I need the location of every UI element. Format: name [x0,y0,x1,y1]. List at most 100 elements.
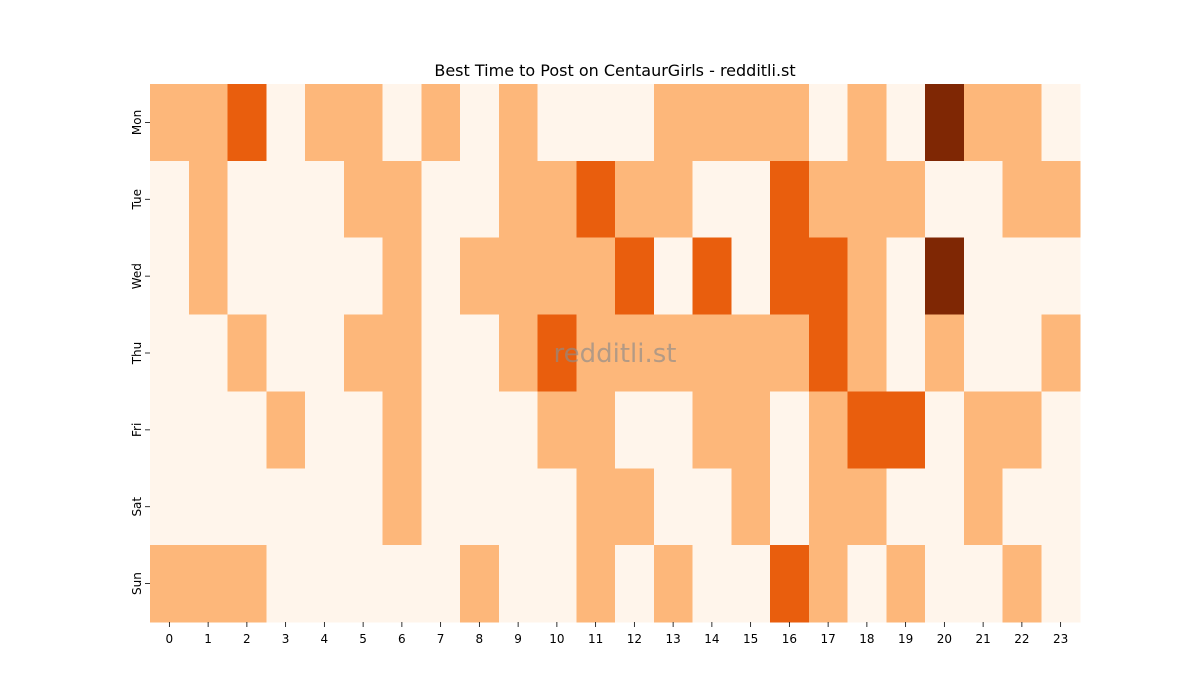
x-tick-label: 8 [476,632,484,646]
heatmap-cell-tue-9 [498,160,539,239]
heatmap-cell-sat-18 [847,468,887,546]
heatmap-cell-sat-9 [498,468,539,546]
x-tick-label: 3 [282,632,290,646]
heatmap-cell-thu-8 [460,314,500,393]
heatmap-cell-tue-8 [460,160,500,239]
heatmap-cell-wed-1 [188,237,229,316]
heatmap-cell-wed-4 [305,237,345,316]
heatmap-cell-sat-11 [576,468,616,546]
heatmap-cell-sat-8 [460,468,500,546]
x-tick-label: 12 [627,632,642,646]
heatmap-cell-mon-11 [576,84,616,162]
x-tick-label: 0 [166,632,174,646]
y-axis: Mon Tue Wed Thu Fri Sat Sun [130,110,150,595]
heatmap-cell-mon-21 [963,84,1004,162]
heatmap-cell-fri-19 [886,391,926,469]
heatmap-cell-tue-6 [382,160,422,239]
heatmap-cell-mon-1 [188,84,229,162]
heatmap-cell-sat-1 [188,468,229,546]
heatmap-cell-fri-9 [498,391,539,469]
heatmap-cell-sun-7 [421,545,461,623]
heatmap-cell-fri-7 [421,391,461,469]
heatmap-cell-thu-9 [498,314,539,393]
heatmap-cell-fri-2 [227,391,267,469]
y-tick-label: Sat [130,497,144,517]
heatmap-cell-mon-22 [1002,84,1042,162]
heatmap-cell-sun-4 [305,545,345,623]
heatmap-cell-sun-3 [266,545,306,623]
heatmap-cell-wed-11 [576,237,616,316]
heatmap-cell-sun-11 [576,545,616,623]
heatmap-cell-tue-21 [963,160,1004,239]
x-tick-label: 5 [359,632,367,646]
heatmap-cell-wed-0 [150,237,190,316]
heatmap-cell-fri-6 [382,391,422,469]
heatmap-cell-tue-10 [537,160,577,239]
heatmap-cell-sat-23 [1041,468,1081,546]
heatmap-cell-thu-15 [731,314,771,393]
x-tick-label: 11 [588,632,603,646]
heatmap-cell-mon-6 [382,84,422,162]
heatmap-cell-mon-3 [266,84,306,162]
heatmap-cell-thu-2 [227,314,267,393]
heatmap-cell-mon-5 [343,84,384,162]
heatmap-cell-sun-19 [886,545,926,623]
heatmap-cell-sat-14 [692,468,732,546]
heatmap-cell-wed-15 [731,237,771,316]
heatmap-cell-mon-16 [770,84,810,162]
watermark-text: redditli.st [554,339,677,369]
heatmap-cell-sat-0 [150,468,190,546]
heatmap-cell-mon-17 [808,84,849,162]
heatmap-cell-thu-10 [537,314,577,393]
heatmap-cell-sat-4 [305,468,345,546]
heatmap-cell-thu-17 [808,314,849,393]
heatmap-cell-tue-12 [615,160,655,239]
heatmap-cell-thu-1 [188,314,229,393]
heatmap-cell-sun-10 [537,545,577,623]
y-tick-label: Fri [130,423,144,437]
heatmap-cell-thu-0 [150,314,190,393]
heatmap-cell-sat-13 [653,468,694,546]
heatmap-cell-sat-17 [808,468,849,546]
heatmap-cell-tue-7 [421,160,461,239]
heatmap-cell-wed-21 [963,237,1004,316]
y-tick-label: Mon [130,110,144,135]
heatmap-cell-fri-23 [1041,391,1081,469]
heatmap-cell-tue-4 [305,160,345,239]
heatmap-cell-thu-16 [770,314,810,393]
y-tick-label: Wed [130,263,144,289]
heatmap-cell-sat-20 [925,468,965,546]
heatmap-cell-sun-14 [692,545,732,623]
heatmap-cell-sun-22 [1002,545,1042,623]
chart-title: Best Time to Post on CentaurGirls - redd… [434,61,795,80]
y-tick-label: Thu [130,342,144,366]
heatmap-cells [150,84,1081,623]
heatmap-cell-thu-18 [847,314,887,393]
heatmap-cell-thu-7 [421,314,461,393]
heatmap-cell-sun-21 [963,545,1004,623]
heatmap-cell-wed-17 [808,237,849,316]
heatmap-cell-tue-23 [1041,160,1081,239]
heatmap-cell-wed-13 [653,237,694,316]
heatmap-cell-fri-10 [537,391,577,469]
x-tick-label: 10 [549,632,564,646]
heatmap-cell-thu-13 [653,314,694,393]
heatmap-cell-sun-2 [227,545,267,623]
x-tick-label: 6 [398,632,406,646]
x-tick-label: 18 [859,632,874,646]
heatmap-cell-thu-21 [963,314,1004,393]
heatmap-cell-sat-19 [886,468,926,546]
heatmap-cell-mon-13 [653,84,694,162]
heatmap-cell-sun-17 [808,545,849,623]
heatmap-cell-tue-19 [886,160,926,239]
heatmap-cell-mon-15 [731,84,771,162]
x-tick-label: 7 [437,632,445,646]
heatmap-cell-thu-23 [1041,314,1081,393]
heatmap-cell-fri-21 [963,391,1004,469]
heatmap-cell-sun-5 [343,545,384,623]
heatmap-cell-sat-12 [615,468,655,546]
heatmap-cell-tue-1 [188,160,229,239]
x-tick-label: 21 [975,632,990,646]
